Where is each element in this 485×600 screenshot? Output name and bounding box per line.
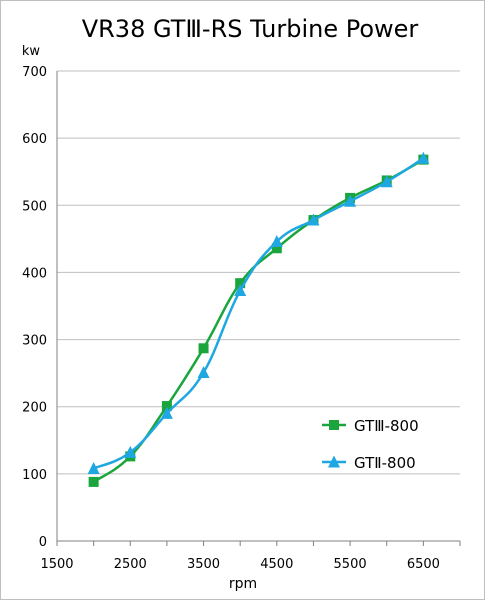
x-tick-label: 4500 xyxy=(260,557,293,572)
y-tick-label: 100 xyxy=(22,468,47,483)
chart-title: VR38 GTⅢ-RS Turbine Power xyxy=(82,15,419,43)
grid-layer xyxy=(57,70,460,475)
data-point xyxy=(197,365,210,378)
axis-layer: 0 100 200 300 400 500 600 700 1500 2500 3500 4500 55… xyxy=(22,65,461,572)
y-tick-label: 200 xyxy=(22,401,47,416)
data-point xyxy=(417,151,430,164)
series-2 xyxy=(87,151,430,474)
legend: GTⅢ-800 GTⅡ-800 xyxy=(322,417,419,472)
x-tick-label: 5500 xyxy=(334,557,367,572)
y-tick-label: 400 xyxy=(22,266,47,281)
data-point xyxy=(160,406,173,419)
data-point xyxy=(344,194,357,207)
data-point xyxy=(307,213,320,226)
data-point xyxy=(270,235,283,248)
legend-marker xyxy=(329,420,339,430)
y-tick-label: 600 xyxy=(22,132,47,147)
data-point xyxy=(380,175,393,188)
x-tick-label: 2500 xyxy=(114,557,147,572)
data-point xyxy=(198,343,209,354)
y-tick-label: 0 xyxy=(39,535,47,550)
series-1 xyxy=(88,154,429,487)
legend-label: GTⅢ-800 xyxy=(354,417,419,435)
x-axis-label: rpm xyxy=(229,576,257,592)
legend-marker xyxy=(328,455,340,468)
y-axis-label: kw xyxy=(22,44,41,59)
legend-label: GTⅡ-800 xyxy=(354,454,416,472)
x-tick-label: 1500 xyxy=(40,557,73,572)
data-point xyxy=(87,461,100,474)
y-tick-label: 300 xyxy=(22,334,47,349)
data-point xyxy=(88,476,99,487)
x-tick-label: 3500 xyxy=(187,557,220,572)
data-point xyxy=(271,243,282,254)
data-point xyxy=(161,401,172,412)
y-tick-label: 700 xyxy=(22,65,47,80)
y-tick-label: 500 xyxy=(22,199,47,214)
x-tick-label: 6500 xyxy=(407,557,440,572)
series-layer xyxy=(87,151,430,487)
series-line xyxy=(93,157,425,470)
data-point xyxy=(124,445,137,458)
data-point xyxy=(235,278,246,289)
data-point xyxy=(234,284,247,297)
